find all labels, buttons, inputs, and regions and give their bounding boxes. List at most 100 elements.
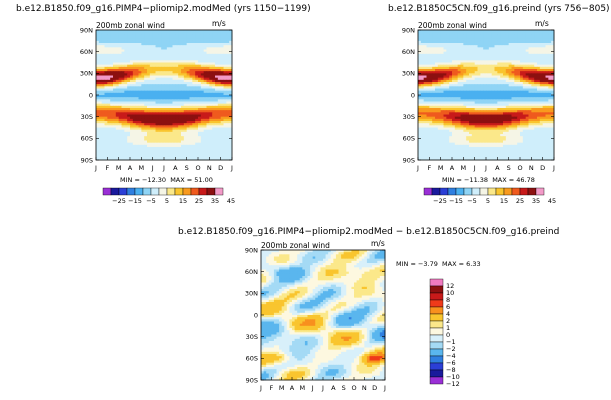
field-cell — [169, 108, 173, 111]
field-cell — [215, 151, 219, 154]
field-cell — [124, 84, 128, 87]
field-cell — [460, 90, 464, 94]
field-cell — [107, 118, 111, 122]
field-cell — [505, 38, 510, 42]
field-cell — [124, 79, 128, 83]
field-cell — [477, 40, 481, 44]
field-cell — [452, 58, 456, 61]
field-cell — [503, 114, 507, 118]
field-cell — [531, 84, 535, 87]
field-cell — [113, 153, 117, 157]
field-cell — [220, 144, 224, 148]
field-cell — [517, 56, 521, 59]
field-cell — [115, 90, 120, 94]
field-cell — [96, 138, 100, 141]
field-cell — [198, 127, 202, 131]
field-cell — [189, 149, 193, 152]
field-cell — [121, 88, 125, 92]
field-cell — [429, 82, 433, 85]
field-cell — [115, 103, 120, 107]
field-cell — [158, 97, 162, 100]
field-cell — [115, 51, 120, 55]
field-cell — [144, 140, 148, 144]
field-cell — [130, 131, 134, 135]
field-cell — [477, 32, 481, 35]
field-cell — [469, 34, 473, 37]
field-cell — [158, 62, 162, 66]
field-cell — [186, 38, 190, 42]
field-cell — [104, 136, 108, 139]
field-cell — [181, 49, 185, 53]
field-cell — [144, 144, 148, 148]
field-cell — [169, 69, 173, 72]
field-cell — [175, 144, 179, 148]
field-cell — [115, 95, 120, 98]
field-cell — [209, 136, 213, 139]
field-cell — [551, 95, 555, 98]
field-cell — [212, 32, 216, 35]
field-cell — [164, 69, 168, 72]
field-cell — [539, 79, 544, 83]
field-cell — [181, 84, 185, 87]
field-cell — [124, 142, 128, 146]
field-cell — [152, 73, 156, 76]
field-cell — [220, 105, 224, 109]
field-cell — [528, 118, 532, 122]
field-cell — [454, 116, 459, 120]
field-cell — [548, 99, 552, 102]
field-cell — [483, 64, 487, 68]
field-cell — [215, 64, 219, 68]
field-cell — [437, 60, 442, 63]
field-cell — [443, 66, 447, 70]
field-cell — [551, 66, 555, 70]
field-cell — [147, 140, 151, 144]
field-cell — [423, 45, 427, 48]
field-cell — [209, 97, 213, 100]
field-cell — [517, 86, 521, 89]
field-cell — [537, 90, 541, 94]
field-cell — [229, 84, 233, 87]
field-cell — [130, 140, 134, 144]
field-cell — [226, 99, 230, 102]
field-cell — [155, 47, 159, 50]
field-cell — [505, 88, 510, 92]
field-cell — [206, 136, 210, 139]
field-cell — [517, 60, 521, 63]
field-cell — [144, 129, 148, 133]
field-cell — [525, 118, 529, 122]
field-cell — [192, 82, 196, 85]
field-cell — [449, 86, 453, 89]
field-cell — [101, 62, 105, 66]
field-cell — [161, 73, 165, 76]
field-cell — [178, 108, 182, 111]
field-cell — [215, 147, 219, 150]
field-cell — [203, 77, 207, 81]
field-cell — [166, 84, 171, 87]
field-cell — [181, 123, 185, 126]
field-cell — [539, 45, 544, 48]
field-cell — [466, 45, 470, 48]
field-cell — [101, 121, 105, 124]
field-cell — [477, 62, 481, 66]
field-cell — [545, 79, 549, 83]
field-cell — [480, 101, 484, 105]
field-cell — [505, 79, 510, 83]
field-cell — [183, 151, 188, 154]
field-cell — [534, 73, 538, 76]
field-cell — [186, 53, 190, 57]
field-cell — [169, 116, 173, 120]
field-cell — [113, 36, 117, 40]
field-cell — [200, 134, 205, 137]
field-cell — [181, 71, 185, 74]
field-cell — [477, 66, 481, 70]
field-cell — [463, 71, 467, 74]
field-cell — [457, 43, 461, 46]
field-cell — [511, 116, 515, 120]
field-cell — [429, 36, 433, 40]
field-cell — [423, 34, 427, 37]
field-cell — [454, 88, 459, 92]
field-cell — [149, 105, 154, 109]
field-cell — [488, 112, 493, 115]
field-cell — [203, 92, 207, 96]
field-cell — [520, 40, 524, 44]
